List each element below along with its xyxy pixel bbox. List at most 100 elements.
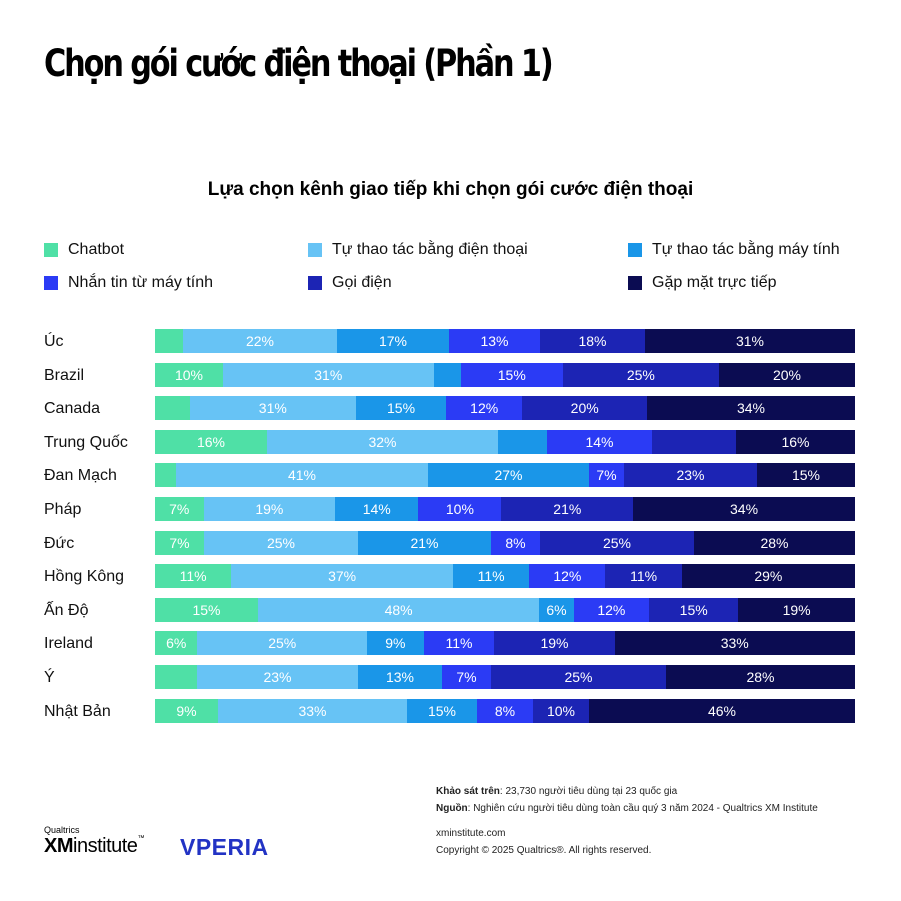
xm-logo-text: XM bbox=[44, 835, 74, 857]
bar-segment: 8% bbox=[491, 531, 540, 555]
bar-segment: 15% bbox=[460, 363, 563, 387]
category-label: Trung Quốc bbox=[44, 434, 128, 451]
bar-segment: 22% bbox=[183, 329, 337, 353]
category-label: Ấn Độ bbox=[44, 602, 89, 619]
survey-label: Khảo sát trên bbox=[436, 786, 500, 797]
legend-item: Tự thao tác bằng điện thoại bbox=[308, 241, 528, 259]
bar-segment: 25% bbox=[540, 531, 694, 555]
legend-label: Chatbot bbox=[68, 241, 125, 258]
institute-logo-text: institute bbox=[73, 835, 138, 857]
bar-segment: 12% bbox=[573, 598, 650, 622]
category-label: Pháp bbox=[44, 501, 82, 518]
website-link[interactable]: xminstitute.com bbox=[436, 828, 506, 839]
source-label: Nguồn bbox=[436, 803, 468, 814]
copyright-text: Copyright © 2025 Qualtrics®. All rights … bbox=[436, 845, 652, 856]
bar-segment: 33% bbox=[614, 631, 855, 655]
legend-label: Tự thao tác bằng điện thoại bbox=[332, 241, 528, 258]
bar-segment: 18% bbox=[540, 329, 645, 353]
category-label: Đan Mạch bbox=[44, 467, 117, 484]
bar-row: 7% 19% 14% 10% 21% 34% bbox=[155, 497, 855, 521]
bar-segment: 16% bbox=[736, 430, 855, 454]
bar-segment: 16% bbox=[155, 430, 267, 454]
bar-segment: 6% bbox=[539, 598, 574, 622]
source-note: Nguồn: Nghiên cứu người tiêu dùng toàn c… bbox=[436, 800, 818, 817]
legend-swatch bbox=[308, 276, 322, 290]
bar-segment: 14% bbox=[547, 430, 652, 454]
bar-row: 41% 27% 7% 23% 15% bbox=[155, 463, 855, 487]
legend-label: Tự thao tác bằng máy tính bbox=[652, 241, 840, 258]
source-text: : Nghiên cứu người tiêu dùng toàn cầu qu… bbox=[467, 803, 818, 814]
category-label: Canada bbox=[44, 400, 101, 417]
category-label: Ý bbox=[44, 669, 55, 686]
bar-segment: 46% bbox=[589, 699, 855, 723]
bar-segment: 11% bbox=[453, 564, 530, 588]
bar-segment: 15% bbox=[355, 396, 447, 420]
bar-segment: 31% bbox=[189, 396, 356, 420]
bar-segment: 25% bbox=[491, 665, 666, 689]
legend-label: Gặp mặt trực tiếp bbox=[652, 274, 777, 291]
bar-row: 16% 32% 14% 16% bbox=[155, 430, 855, 454]
page-title: Chọn gói cước điện thoại (Phần 1) bbox=[44, 42, 554, 85]
bar-segment: 41% bbox=[176, 463, 428, 487]
bar-segment: 15% bbox=[407, 699, 477, 723]
bar-segment: 31% bbox=[645, 329, 855, 353]
bar-segment: 28% bbox=[694, 531, 855, 555]
category-label: Đức bbox=[44, 535, 75, 552]
bar-segment: 33% bbox=[218, 699, 407, 723]
bar-segment: 25% bbox=[204, 531, 358, 555]
bar-segment: 23% bbox=[197, 665, 358, 689]
bar-segment: 14% bbox=[335, 497, 419, 521]
vperia-logo: VPERIA bbox=[180, 834, 269, 860]
bar-segment: 23% bbox=[624, 463, 757, 487]
bar-row: 22% 17% 13% 18% 31% bbox=[155, 329, 855, 353]
bar-segment: 19% bbox=[203, 497, 336, 521]
bar-segment: 25% bbox=[562, 363, 720, 387]
bar-segment: 6% bbox=[155, 631, 198, 655]
bar-segment: 10% bbox=[155, 363, 223, 387]
category-label: Hồng Kông bbox=[44, 568, 125, 585]
bar-segment bbox=[155, 665, 197, 689]
xm-institute-logo: XMinstitute™ bbox=[44, 835, 144, 858]
bar-segment: 10% bbox=[418, 497, 502, 521]
bar-row: 11% 37% 11% 12% 11% 29% bbox=[155, 564, 855, 588]
legend-item: Nhắn tin từ máy tính bbox=[44, 274, 213, 292]
legend-item: Gọi điện bbox=[308, 274, 392, 292]
bar-segment: 12% bbox=[446, 396, 523, 420]
bar-segment: 11% bbox=[605, 564, 682, 588]
bar-row: 6% 25% 9% 11% 19% 33% bbox=[155, 631, 855, 655]
bar-segment: 20% bbox=[719, 363, 855, 387]
bar-segment: 31% bbox=[222, 363, 434, 387]
bar-segment: 13% bbox=[358, 665, 442, 689]
bar-segment: 8% bbox=[477, 699, 533, 723]
bar-segment: 12% bbox=[529, 564, 606, 588]
bar-segment: 11% bbox=[155, 564, 232, 588]
bar-segment: 34% bbox=[633, 497, 855, 521]
chart-title: Lựa chọn kênh giao tiếp khi chọn gói cướ… bbox=[207, 179, 694, 200]
bar-segment: 34% bbox=[647, 396, 855, 420]
qualtrics-logo-text: Qualtrics bbox=[44, 825, 80, 835]
bar-segment bbox=[155, 463, 176, 487]
bar-segment bbox=[155, 329, 183, 353]
bar-segment: 48% bbox=[257, 598, 540, 622]
bar-segment: 13% bbox=[449, 329, 540, 353]
bar-row: 15% 48% 6% 12% 15% 19% bbox=[155, 598, 855, 622]
legend-label: Gọi điện bbox=[332, 274, 392, 291]
bar-segment: 7% bbox=[442, 665, 491, 689]
legend-label: Nhắn tin từ máy tính bbox=[68, 274, 213, 291]
bar-segment: 32% bbox=[267, 430, 498, 454]
legend-swatch bbox=[628, 243, 642, 257]
bar-row: 23% 13% 7% 25% 28% bbox=[155, 665, 855, 689]
bar-segment bbox=[155, 396, 190, 420]
footer: xminstitute.com Copyright © 2025 Qualtri… bbox=[436, 825, 651, 859]
category-label: Brazil bbox=[44, 367, 85, 384]
bar-segment: 15% bbox=[757, 463, 855, 487]
bar-segment: 7% bbox=[155, 497, 204, 521]
survey-note: Khảo sát trên: 23,730 người tiêu dùng tạ… bbox=[436, 783, 818, 800]
bar-segment: 20% bbox=[522, 396, 648, 420]
bar-segment: 10% bbox=[533, 699, 589, 723]
bar-segment: 9% bbox=[367, 631, 424, 655]
bar-segment: 37% bbox=[231, 564, 453, 588]
bar-segment: 28% bbox=[666, 665, 855, 689]
bar-segment: 29% bbox=[681, 564, 855, 588]
category-label: Ireland bbox=[44, 635, 93, 652]
